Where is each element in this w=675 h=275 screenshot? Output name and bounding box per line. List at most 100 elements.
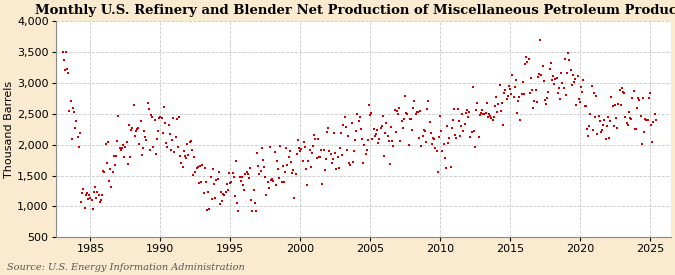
Point [506, 92, 516, 96]
Point [380, 130, 391, 135]
Point [79, 205, 90, 210]
Point [68, 106, 78, 110]
Point [178, 149, 189, 153]
Point [288, 168, 298, 172]
Point [649, 112, 660, 116]
Point [253, 163, 264, 168]
Point [439, 156, 450, 160]
Point [642, 118, 653, 123]
Point [190, 170, 200, 174]
Point [236, 178, 246, 183]
Point [610, 103, 620, 108]
Point [430, 146, 441, 151]
Point [394, 106, 405, 110]
Point [96, 198, 107, 202]
Point [59, 68, 70, 72]
Point [289, 196, 300, 200]
Point [173, 145, 184, 149]
Point [648, 119, 659, 124]
Point [356, 136, 367, 141]
Point [317, 182, 328, 187]
Point [281, 146, 292, 151]
Point [632, 106, 643, 110]
Point [622, 123, 633, 127]
Point [613, 102, 624, 106]
Point [144, 148, 155, 152]
Point [120, 145, 131, 149]
Point [433, 170, 443, 174]
Point [83, 197, 94, 201]
Point [597, 128, 608, 133]
Point [591, 94, 601, 98]
Point [475, 111, 486, 115]
Point [489, 103, 500, 108]
Point [529, 99, 540, 104]
Point [207, 197, 217, 201]
Point [643, 96, 654, 100]
Point [364, 113, 375, 117]
Point [629, 127, 640, 131]
Point [273, 167, 284, 171]
Point [298, 140, 309, 144]
Point [385, 162, 396, 166]
Point [164, 131, 175, 136]
Point [315, 155, 325, 159]
Point [624, 116, 635, 120]
Point [494, 83, 505, 87]
Point [252, 151, 263, 155]
Point [181, 156, 192, 160]
Point [167, 138, 178, 142]
Point [236, 175, 247, 180]
Point [175, 154, 186, 158]
Point [333, 166, 344, 170]
Point [356, 126, 367, 131]
Point [103, 140, 113, 144]
Point [350, 137, 360, 142]
Point [444, 136, 455, 140]
Point [568, 73, 578, 77]
Point [308, 144, 319, 149]
Point [436, 129, 447, 133]
Point [515, 118, 526, 122]
Point [57, 50, 68, 54]
Point [351, 129, 362, 133]
Point [387, 138, 398, 143]
Point [471, 108, 482, 112]
Point [601, 124, 612, 128]
Point [421, 139, 431, 144]
Point [412, 110, 423, 114]
Point [186, 148, 197, 152]
Point [226, 179, 237, 184]
Point [465, 134, 476, 139]
Point [502, 94, 513, 98]
Point [404, 116, 415, 121]
Point [213, 169, 224, 174]
Point [398, 117, 409, 121]
Point [338, 123, 349, 127]
Point [605, 119, 616, 123]
Point [630, 127, 641, 132]
Point [549, 82, 560, 86]
Point [479, 112, 490, 117]
Point [279, 169, 290, 174]
Point [245, 165, 256, 170]
Point [360, 152, 371, 156]
Point [91, 196, 102, 200]
Point [449, 107, 460, 111]
Point [452, 107, 463, 111]
Point [143, 107, 154, 112]
Point [114, 146, 125, 150]
Point [219, 193, 230, 197]
Point [247, 208, 258, 213]
Point [346, 121, 357, 126]
Point [99, 170, 110, 175]
Point [500, 88, 511, 92]
Point [438, 142, 449, 147]
Point [425, 130, 436, 135]
Point [369, 134, 380, 138]
Point [159, 104, 169, 109]
Point [612, 125, 622, 130]
Point [138, 129, 149, 133]
Point [552, 91, 563, 95]
Point [361, 148, 372, 153]
